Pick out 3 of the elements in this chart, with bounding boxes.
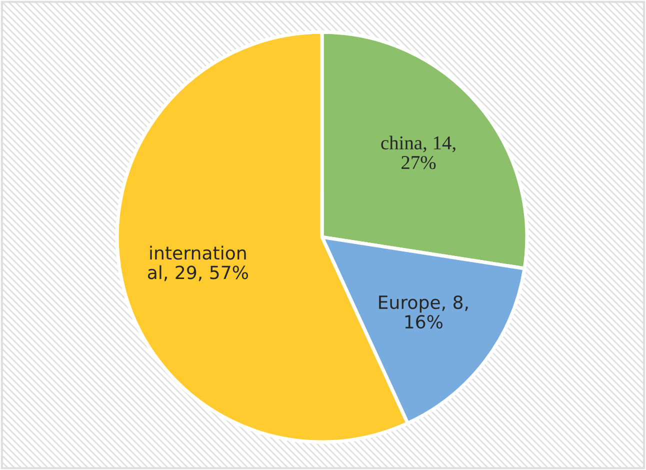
slice-label: internation al, 29, 57% — [148, 246, 248, 282]
slice-label: Europe, 8, 16% — [379, 295, 468, 329]
slice-label: china, 14, 27% — [381, 136, 456, 170]
